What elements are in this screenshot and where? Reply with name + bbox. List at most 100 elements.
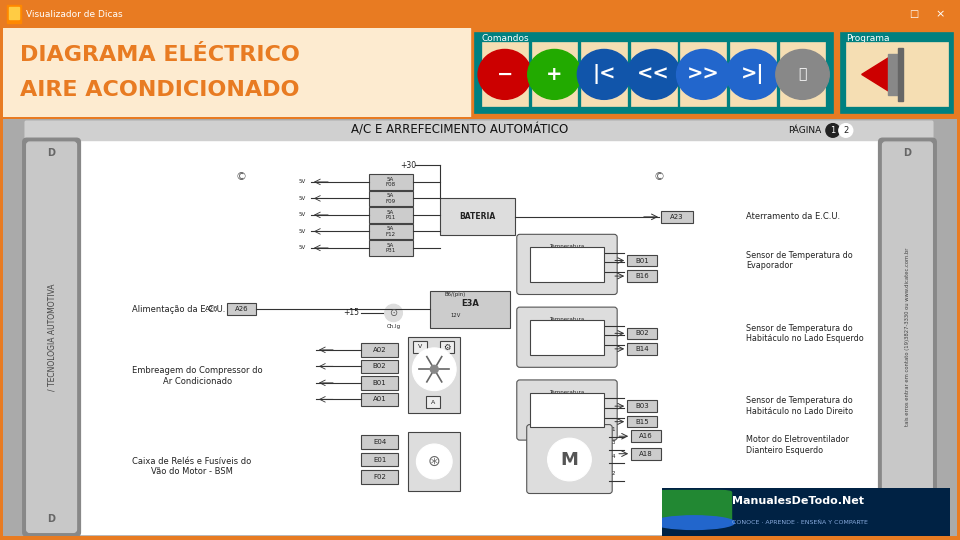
Circle shape	[478, 50, 532, 99]
Text: A/C E ARREFECIMENTO AUTOMÁTICO: A/C E ARREFECIMENTO AUTOMÁTICO	[351, 124, 568, 137]
Text: 5A
F12: 5A F12	[386, 226, 396, 237]
Bar	[361, 453, 398, 467]
Text: Temperatura: Temperatura	[549, 390, 584, 395]
Circle shape	[417, 444, 452, 479]
Text: 12V: 12V	[450, 313, 461, 319]
Bar	[530, 393, 604, 428]
Text: −: −	[496, 65, 513, 84]
Polygon shape	[862, 57, 890, 92]
Circle shape	[547, 438, 591, 481]
Bar	[414, 341, 427, 353]
Text: ⚙: ⚙	[444, 342, 451, 352]
Text: CONOCE · APRENDE · ENSEÑA Y COMPARTE: CONOCE · APRENDE · ENSEÑA Y COMPARTE	[732, 520, 868, 525]
FancyBboxPatch shape	[516, 234, 617, 294]
Bar	[631, 430, 660, 442]
Text: tais erros entrar em contato (19)3827-3330 ou www.dicatec.com.br: tais erros entrar em contato (19)3827-33…	[905, 248, 910, 427]
Text: A23: A23	[670, 214, 684, 220]
Text: V: V	[419, 345, 422, 349]
Bar	[361, 376, 398, 390]
Circle shape	[413, 348, 456, 390]
Circle shape	[677, 50, 730, 99]
Bar	[627, 270, 657, 282]
Text: B6/(pin): B6/(pin)	[444, 292, 466, 297]
Bar	[631, 448, 660, 460]
Bar	[847, 42, 948, 106]
Text: 5V: 5V	[299, 245, 306, 251]
Text: B16: B16	[636, 273, 649, 279]
Bar	[730, 42, 776, 106]
FancyBboxPatch shape	[657, 490, 732, 521]
Bar	[7, 5, 21, 23]
Text: 5V: 5V	[299, 229, 306, 234]
Bar	[369, 224, 414, 239]
Text: / TECNOLOGIA AUTOMOTIVA: / TECNOLOGIA AUTOMOTIVA	[47, 284, 56, 391]
Text: ©: ©	[654, 172, 664, 182]
Text: 4: 4	[612, 454, 614, 458]
Text: +15: +15	[343, 308, 359, 318]
Text: A: A	[431, 400, 436, 405]
Text: B15: B15	[636, 418, 649, 424]
Text: A26: A26	[234, 306, 249, 312]
Text: F02: F02	[373, 474, 386, 480]
Bar	[361, 393, 398, 406]
Text: A18: A18	[639, 451, 653, 457]
Text: ManualesDeTodo.Net: ManualesDeTodo.Net	[732, 496, 864, 506]
Text: Comandos: Comandos	[482, 35, 530, 43]
Text: 1: 1	[830, 126, 835, 135]
Text: 5V: 5V	[299, 179, 306, 184]
Bar	[898, 48, 902, 101]
Circle shape	[385, 304, 402, 322]
Text: Caixa de Relés e Fusíveis do
Vão do Motor - BSM: Caixa de Relés e Fusíveis do Vão do Moto…	[132, 457, 252, 476]
Bar	[426, 396, 441, 408]
Text: D: D	[903, 514, 911, 524]
Circle shape	[627, 50, 681, 99]
Text: 1: 1	[612, 427, 614, 433]
Text: <<: <<	[637, 65, 670, 84]
Text: BATERIA: BATERIA	[459, 212, 495, 221]
Text: 5A
F08: 5A F08	[386, 177, 396, 187]
Text: Alimentação da E.C.U.: Alimentação da E.C.U.	[132, 305, 226, 314]
Text: Sensor de Temperatura do
Habitáculo no Lado Direito: Sensor de Temperatura do Habitáculo no L…	[746, 396, 853, 416]
Bar	[369, 240, 414, 255]
Text: M: M	[561, 450, 578, 469]
Bar	[631, 42, 677, 106]
FancyBboxPatch shape	[882, 142, 932, 532]
Circle shape	[826, 124, 840, 137]
Text: A02: A02	[372, 347, 387, 353]
Bar	[627, 416, 657, 428]
Bar	[627, 327, 657, 339]
FancyBboxPatch shape	[516, 307, 617, 367]
Text: E3A: E3A	[461, 299, 479, 308]
Circle shape	[430, 366, 439, 373]
Bar	[361, 360, 398, 373]
Bar	[369, 207, 414, 222]
Bar	[361, 435, 398, 449]
Bar	[627, 343, 657, 355]
Bar	[780, 42, 826, 106]
Text: +: +	[546, 65, 563, 84]
Text: ×: ×	[935, 9, 945, 19]
Bar	[3, 28, 470, 117]
Text: Ch.Ig: Ch.Ig	[387, 324, 400, 329]
Text: D: D	[903, 148, 911, 158]
Text: B02: B02	[372, 363, 387, 369]
Circle shape	[654, 516, 734, 529]
Text: B02: B02	[636, 330, 649, 336]
Bar	[530, 247, 604, 282]
Text: 5A
F09: 5A F09	[386, 193, 396, 204]
Bar	[627, 255, 657, 266]
Text: D: D	[48, 514, 56, 524]
Circle shape	[528, 50, 581, 99]
Bar	[408, 433, 460, 491]
Text: >>: >>	[687, 65, 720, 84]
Bar	[660, 211, 693, 222]
Text: Visualizador de Dicas: Visualizador de Dicas	[26, 10, 123, 18]
Text: +30: +30	[400, 161, 417, 170]
Circle shape	[577, 50, 631, 99]
Circle shape	[726, 50, 780, 99]
Bar	[25, 121, 932, 140]
Text: A26: A26	[204, 306, 219, 312]
Text: 5A
P31: 5A P31	[385, 242, 396, 253]
Text: 2: 2	[612, 471, 614, 476]
Bar	[627, 400, 657, 412]
